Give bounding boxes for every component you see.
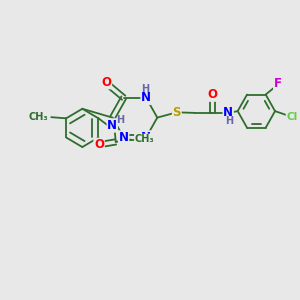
Text: H: H — [141, 85, 149, 94]
Text: N: N — [141, 91, 151, 104]
Text: N: N — [107, 119, 117, 132]
Text: N: N — [119, 131, 129, 144]
Text: CH₃: CH₃ — [29, 112, 48, 122]
Text: N: N — [223, 106, 233, 119]
Text: O: O — [207, 88, 218, 101]
Text: O: O — [94, 138, 104, 151]
Text: H: H — [225, 116, 233, 126]
Text: H: H — [116, 115, 124, 125]
Text: S: S — [172, 106, 181, 119]
Text: N: N — [141, 131, 151, 144]
Text: O: O — [101, 76, 112, 88]
Text: CH₃: CH₃ — [134, 134, 154, 144]
Text: Cl: Cl — [286, 112, 298, 122]
Text: F: F — [274, 77, 282, 90]
